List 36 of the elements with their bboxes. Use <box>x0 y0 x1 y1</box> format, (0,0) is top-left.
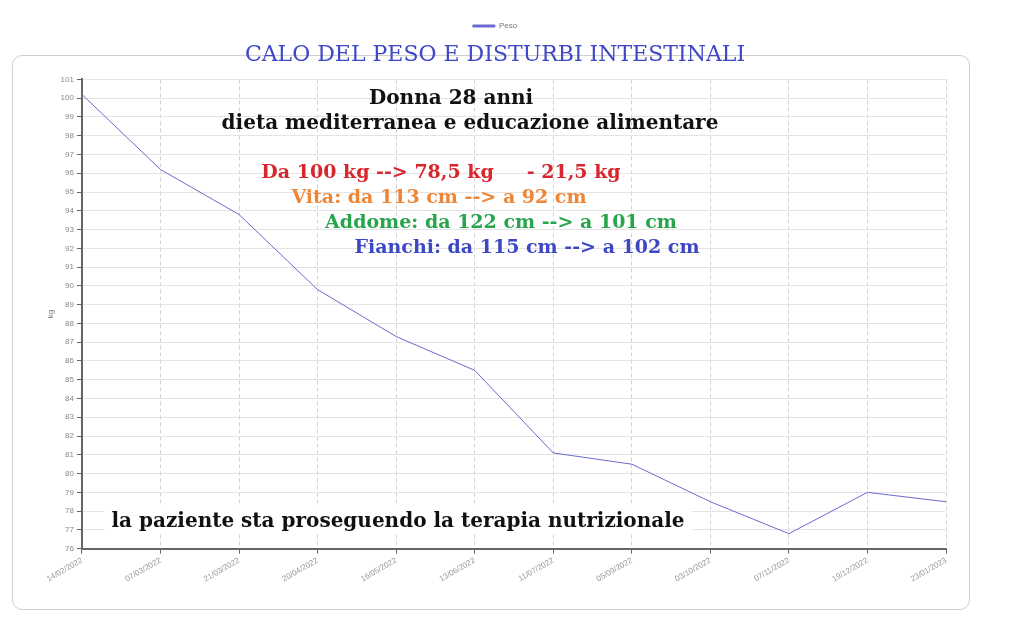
y-tick-label: 97 <box>65 149 75 159</box>
y-axis-title: kg <box>46 309 55 319</box>
y-tick-label: 82 <box>65 431 75 441</box>
annotation: Da 100 kg --> 78,5 kg - 21,5 kg <box>261 160 621 182</box>
y-tick-label: 85 <box>65 374 75 384</box>
y-tick-label: 99 <box>65 112 75 122</box>
annotation: Fianchi: da 115 cm --> a 102 cm <box>354 235 700 257</box>
y-tick-label: 94 <box>65 206 75 215</box>
y-tick-label: 93 <box>65 224 75 234</box>
chart-title: CALO DEL PESO E DISTURBI INTESTINALI <box>244 40 746 66</box>
annotation: Donna 28 anni <box>368 85 534 109</box>
y-tick-label: 87 <box>65 337 75 347</box>
y-tick-label: 101 <box>60 74 75 84</box>
annotation: la paziente sta proseguendo la terapia nutrizionale <box>104 507 692 533</box>
y-tick-label: 77 <box>65 525 75 535</box>
y-tick-label: 91 <box>65 262 75 272</box>
annotation: Vita: da 113 cm --> a 92 cm <box>291 185 587 207</box>
y-tick-label: 79 <box>65 487 75 497</box>
y-tick-label: 84 <box>65 393 75 403</box>
y-tick-label: 96 <box>65 168 75 178</box>
y-tick-label: 95 <box>65 187 75 197</box>
y-tick-label: 76 <box>65 543 75 553</box>
y-tick-label: 78 <box>65 506 75 516</box>
y-tick-label: 83 <box>65 412 75 422</box>
y-tick-label: 100 <box>60 93 75 103</box>
annotation: dieta mediterranea e educazione alimentare <box>221 110 719 134</box>
annotation: Addome: da 122 cm --> a 101 cm <box>325 210 677 232</box>
y-tick-label: 80 <box>65 468 75 478</box>
legend-label: Peso <box>498 21 518 31</box>
y-tick-label: 86 <box>65 356 75 366</box>
y-tick-label: 81 <box>65 450 75 460</box>
y-tick-label: 92 <box>65 243 75 253</box>
y-tick-label: 98 <box>65 130 75 140</box>
y-tick-label: 89 <box>65 299 75 309</box>
y-tick-label: 88 <box>65 318 75 328</box>
y-tick-label: 90 <box>65 281 75 291</box>
